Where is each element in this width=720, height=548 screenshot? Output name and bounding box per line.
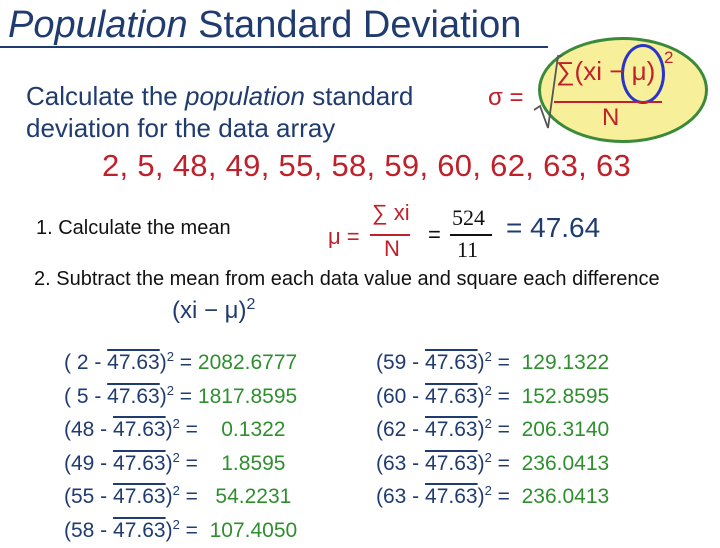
row-value: 236.0413	[515, 485, 610, 509]
mean-fraction-bar	[370, 234, 410, 236]
step2-label: 2. Subtract the mean from each data valu…	[34, 268, 660, 290]
row-value: 236.0413	[515, 451, 610, 475]
computation-row: (58 - 47.63)2 = 107.4050	[64, 508, 297, 542]
row-mean: 47.63	[113, 518, 166, 542]
mean-mu: μ =	[328, 224, 360, 249]
row-x: (63 -	[376, 485, 426, 509]
row-expression: (55 - 47.63)2 =	[64, 483, 204, 509]
row-x: ( 5 -	[64, 384, 108, 408]
prompt-part-a: Calculate the	[26, 81, 185, 111]
step1-label: 1. Calculate the mean	[36, 217, 231, 239]
row-x: ( 2 -	[64, 351, 108, 374]
row-mean: 47.63	[113, 451, 166, 475]
formula-denominator: N	[602, 104, 620, 131]
computation-row: (55 - 47.63)2 = 54.2231	[64, 474, 297, 508]
computation-row: (62 - 47.63)2 = 206.3140	[376, 407, 609, 441]
row-value: 129.1322	[515, 351, 610, 374]
prompt-part-b: standard	[304, 81, 414, 111]
prompt-text: Calculate the population standard deviat…	[26, 80, 413, 144]
rows-right: (59 - 47.63)2 = 129.1322 (60 - 47.63)2 = …	[376, 340, 609, 508]
row-expression: (48 - 47.63)2 =	[64, 416, 204, 442]
row-expression: (59 - 47.63)2 =	[376, 349, 516, 374]
row-mean: 47.63	[425, 384, 478, 408]
computation-row: (63 - 47.63)2 = 236.0413	[376, 441, 609, 475]
row-value: 107.4050	[203, 518, 298, 542]
formula-fraction-bar	[554, 101, 662, 103]
row-x: (48 -	[64, 418, 114, 442]
row-x: (49 -	[64, 451, 114, 475]
row-mean: 47.63	[113, 485, 166, 509]
data-array: 2, 5, 48, 49, 55, 58, 59, 60, 62, 63, 63	[102, 148, 632, 183]
mean-equals: =	[428, 222, 441, 247]
row-mean: 47.63	[113, 418, 166, 442]
row-expression: (63 - 47.63)2 =	[376, 483, 516, 509]
row-expression: (60 - 47.63)2 =	[376, 382, 516, 408]
computation-row: (60 - 47.63)2 = 152.8595	[376, 374, 609, 408]
row-x: (55 -	[64, 485, 114, 509]
row-mean: 47.63	[425, 451, 478, 475]
mean-denominator: 11	[457, 237, 479, 262]
mean-fraction-bar-2	[450, 234, 492, 236]
computation-row: (63 - 47.63)2 = 236.0413	[376, 474, 609, 508]
formula-highlight-ellipse	[538, 37, 708, 143]
title-italic: Population	[8, 4, 188, 46]
computation-row: ( 2 - 47.63)2 = 2082.6777	[64, 340, 297, 374]
row-value: 206.3140	[515, 418, 610, 442]
diff-expr-power: 2	[246, 296, 256, 313]
mean-N: N	[384, 236, 400, 261]
row-expression: ( 2 - 47.63)2 =	[64, 349, 198, 374]
row-expression: (58 - 47.63)2 =	[64, 516, 204, 542]
title-underline	[0, 46, 548, 48]
row-mean: 47.63	[107, 384, 160, 408]
row-expression: (63 - 47.63)2 =	[376, 449, 516, 475]
row-expression: (49 - 47.63)2 =	[64, 449, 204, 475]
formula-numerator: ∑(xi − μ)	[556, 56, 656, 86]
prompt-italic: population	[184, 81, 305, 111]
formula-power: 2	[664, 48, 674, 67]
row-x: (62 -	[376, 418, 426, 442]
mean-numerator: 524	[452, 205, 485, 230]
row-value: 152.8595	[515, 384, 610, 408]
row-value: 0.1322	[203, 418, 286, 442]
computation-row: ( 5 - 47.63)2 = 1817.8595	[64, 374, 297, 408]
row-mean: 47.63	[107, 351, 160, 374]
mean-result: = 47.64	[506, 212, 601, 243]
title-rest: Standard Deviation	[187, 4, 522, 46]
row-x: (63 -	[376, 451, 426, 475]
row-mean: 47.63	[425, 485, 478, 509]
mean-sum: ∑ xi	[372, 200, 410, 225]
row-value: 2082.6777	[197, 351, 298, 374]
row-mean: 47.63	[425, 418, 478, 442]
diff-expr-text: (xi − μ)	[172, 297, 247, 324]
prompt-line2: deviation for the data array	[26, 113, 336, 143]
row-mean: 47.63	[425, 351, 478, 374]
rows-left: ( 2 - 47.63)2 = 2082.6777( 5 - 47.63)2 =…	[64, 340, 297, 542]
row-x: (59 -	[376, 351, 426, 374]
row-value: 1817.8595	[197, 384, 298, 408]
row-x: (60 -	[376, 384, 426, 408]
sigma-equals: σ =	[488, 84, 524, 111]
sqrt-sign-icon	[533, 55, 562, 129]
row-value: 54.2231	[203, 485, 292, 509]
computation-row: (59 - 47.63)2 = 129.1322	[376, 340, 609, 374]
computation-row: (49 - 47.63)2 = 1.8595	[64, 441, 297, 475]
row-expression: ( 5 - 47.63)2 =	[64, 382, 198, 408]
slide-title: Population Standard Deviation	[8, 4, 521, 47]
row-value: 1.8595	[203, 451, 286, 475]
diff-expression: (xi − μ)2	[172, 296, 255, 325]
row-x: (58 -	[64, 518, 114, 542]
row-expression: (62 - 47.63)2 =	[376, 416, 516, 442]
computation-row: (48 - 47.63)2 = 0.1322	[64, 407, 297, 441]
